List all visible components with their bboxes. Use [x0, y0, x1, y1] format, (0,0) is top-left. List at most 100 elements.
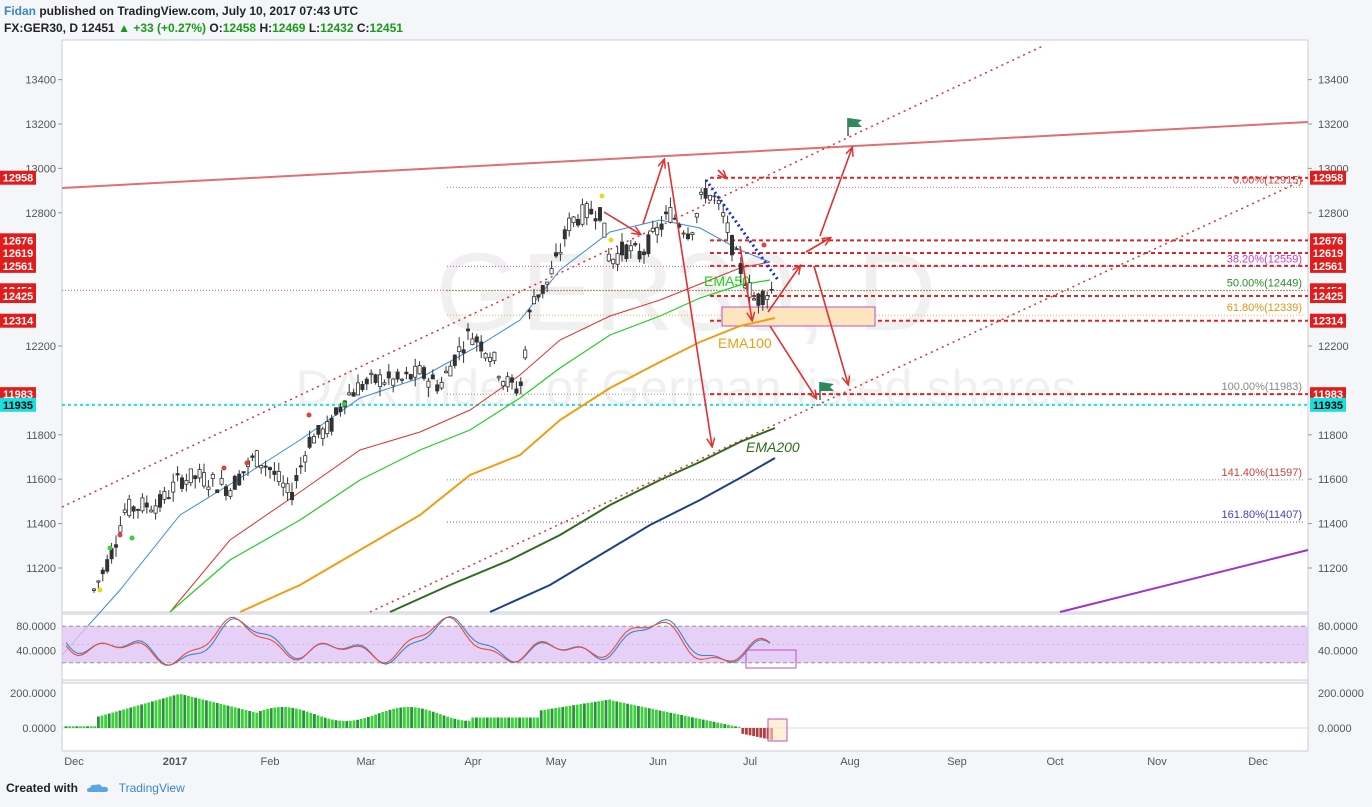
histogram-bar: [313, 714, 316, 728]
signal-marker: [97, 587, 103, 593]
histogram-bar: [518, 717, 521, 728]
histogram-bar: [287, 707, 291, 728]
histogram-bar: [539, 710, 543, 728]
histogram-bar: [633, 705, 637, 728]
histogram-bar: [395, 708, 399, 728]
histogram-bar: [284, 707, 287, 728]
candle-body: [461, 349, 466, 354]
price-tag-label: 12561: [1313, 261, 1344, 273]
histogram-bar: [593, 701, 597, 728]
x-tick-label: Oct: [1046, 756, 1063, 768]
candle-body: [333, 407, 338, 415]
histogram-bar: [532, 717, 536, 728]
candle-body: [373, 374, 378, 383]
histogram-bar: [183, 695, 187, 728]
fib-level-label: 38.20%(12559): [1227, 253, 1302, 265]
price-tag-label: 12619: [3, 248, 34, 260]
price-tag-label: 12958: [1313, 173, 1344, 185]
histogram-bar: [302, 710, 305, 728]
histogram-bar: [161, 698, 165, 728]
projection-arrow: [667, 161, 712, 446]
candle-body: [571, 216, 576, 224]
price-tag-label: 12425: [3, 291, 34, 303]
price-tag-left: [0, 397, 36, 412]
candle-body: [483, 352, 488, 359]
created-with: Created with: [6, 781, 79, 795]
histogram-bar: [327, 718, 331, 728]
price-tag-right: [1310, 258, 1346, 273]
signal-marker: [341, 401, 347, 407]
y-tick-left: 11800: [26, 430, 56, 442]
histogram-bar: [565, 706, 568, 728]
candle-body: [624, 244, 629, 260]
ema-red-line: [169, 261, 771, 613]
histogram-bar: [377, 713, 381, 728]
histogram-bar: [561, 706, 565, 728]
candle-body: [611, 258, 616, 265]
histogram-bar: [115, 711, 118, 728]
histogram-bar: [741, 728, 745, 734]
histogram-bar: [241, 709, 244, 728]
candle-body: [686, 233, 691, 240]
signal-marker: [761, 242, 767, 248]
histogram-bar: [367, 716, 370, 728]
histogram-bar: [269, 708, 273, 728]
histogram-bar: [619, 702, 622, 728]
candle-body: [122, 509, 127, 513]
histogram-bar: [626, 703, 629, 728]
x-tick-label: Jun: [649, 756, 667, 768]
tradingview-link[interactable]: TradingView: [118, 781, 185, 795]
candle-body: [545, 281, 550, 285]
fib-level-label: 161.80%(11407): [1221, 509, 1302, 521]
candle-body: [179, 477, 184, 489]
candle-body: [162, 491, 167, 500]
histogram-bar: [359, 718, 363, 728]
histogram-bar: [745, 728, 748, 735]
histogram-bar: [719, 723, 723, 728]
tradingview-cloud-icon: [87, 784, 109, 792]
price-tag-label: 12619: [1313, 248, 1344, 260]
price-tag-label: 12314: [3, 316, 34, 328]
candle-body: [320, 428, 325, 439]
histogram-bar: [140, 704, 143, 728]
resistance-trendline: [61, 121, 1309, 189]
candle-body: [637, 250, 642, 260]
candle-body: [492, 351, 497, 361]
histogram-bar: [680, 715, 683, 728]
candle-body: [329, 417, 334, 432]
y-tick-right: 11200: [1318, 563, 1348, 575]
histogram-bar: [251, 711, 255, 728]
candle-body: [127, 498, 132, 517]
histogram-bar: [143, 703, 147, 728]
y-tick-right: 13400: [1318, 75, 1349, 87]
candle-body: [646, 234, 651, 255]
author-name[interactable]: Fidan: [4, 4, 36, 18]
x-tick-label: Jul: [743, 756, 757, 768]
chart-header: Fidan published on TradingView.com, July…: [4, 3, 358, 20]
symbol-info: FX:GER30, D 12451 ▲ +33 (+0.27%) O:12458…: [4, 21, 403, 35]
histogram-bar: [107, 713, 111, 728]
candle-body: [149, 509, 154, 513]
candle-body: [721, 212, 726, 217]
stoch-tick-left: 40.0000: [16, 646, 56, 658]
ema200-line: [389, 427, 776, 613]
histogram-bar: [399, 707, 403, 728]
candle-body: [523, 349, 528, 359]
histogram-bar: [352, 720, 356, 728]
fib-level-label: 141.40%(11597): [1221, 467, 1302, 479]
candle-body: [105, 559, 110, 572]
publish-info: published on TradingView.com, July 10, 2…: [39, 4, 359, 18]
low-value: 12432: [320, 21, 354, 35]
candle-body: [584, 203, 589, 219]
histogram-bar: [385, 710, 388, 728]
histogram-bar: [341, 720, 345, 728]
histogram-bar: [345, 720, 349, 728]
histogram-bar: [403, 707, 406, 728]
histogram-bar: [295, 708, 298, 728]
candle-body: [756, 293, 761, 306]
histogram-bar: [86, 726, 89, 728]
purple-trendline: [1059, 549, 1309, 613]
price-tag-label: 12676: [1313, 235, 1344, 247]
histogram-bar: [201, 699, 205, 728]
